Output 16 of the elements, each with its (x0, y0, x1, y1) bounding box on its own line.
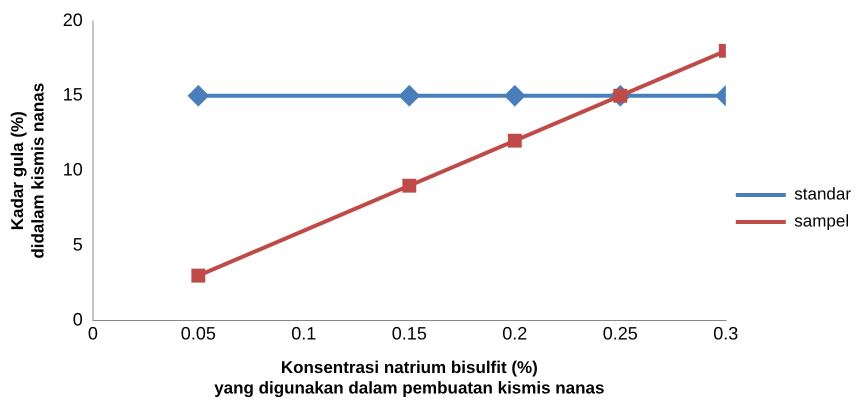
x-tick-label: 0.15 (392, 323, 427, 344)
x-tick-label: 0.2 (502, 323, 528, 344)
y-tick-label: 15 (62, 84, 83, 105)
y-tick-label: 20 (62, 10, 83, 30)
y-tick-label: 10 (62, 160, 83, 180)
x-tick-label: 0 (88, 323, 98, 344)
x-tick-label: 0.05 (180, 323, 216, 344)
y-tick-label: 0 (72, 310, 83, 330)
legend-label: sampel (794, 212, 850, 231)
x-tick-label: 0.1 (291, 323, 316, 344)
legend-label: standar (794, 184, 852, 204)
x-tick-label: 0.25 (602, 323, 638, 344)
y-axis-title: Kadar gula (%) didalam kismis nanas (8, 82, 48, 259)
x-tick-label: 0.3 (713, 323, 738, 344)
y-tick-label: 5 (72, 234, 83, 255)
x-axis-title: Konsentrasi natrium bisulfit (%) yang digunakan dalam pembuatan kismis nanas (214, 358, 604, 398)
